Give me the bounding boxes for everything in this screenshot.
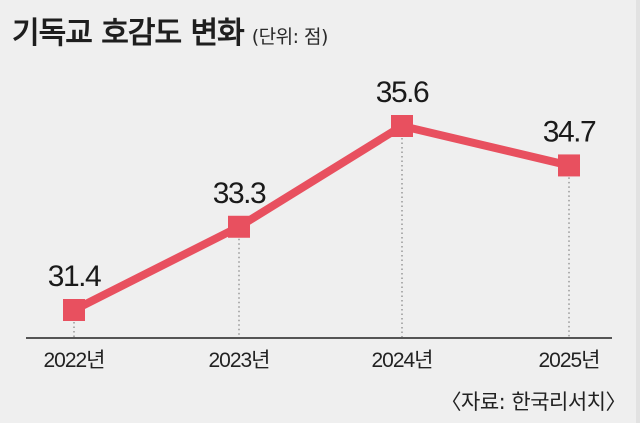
x-tick-label: 2023년	[208, 349, 269, 372]
square-marker	[558, 154, 580, 177]
x-tick-label: 2022년	[43, 349, 104, 372]
series-line	[72, 121, 570, 314]
value-label: 31.4	[48, 260, 101, 293]
x-tick-label: 2024년	[371, 349, 432, 372]
drop-lines	[73, 138, 570, 337]
data-markers	[63, 115, 580, 321]
source-note: 〈자료: 한국리서치〉	[440, 390, 627, 414]
value-label: 33.3	[213, 177, 266, 210]
x-tick-label: 2025년	[538, 349, 599, 372]
chart-header: 기독교 호감도 변화 (단위: 점)	[12, 8, 328, 52]
chart-title: 기독교 호감도 변화	[12, 16, 245, 51]
x-axis-labels: 2022년 2023년 2024년 2025년	[43, 349, 600, 372]
unit-label: (단위: 점)	[251, 26, 329, 48]
value-label: 34.7	[543, 115, 596, 148]
square-marker	[228, 215, 250, 238]
square-marker	[63, 299, 85, 321]
value-label: 35.6	[376, 76, 429, 109]
square-marker	[391, 115, 413, 137]
value-labels: 31.4 33.3 35.6 34.7	[48, 76, 598, 293]
